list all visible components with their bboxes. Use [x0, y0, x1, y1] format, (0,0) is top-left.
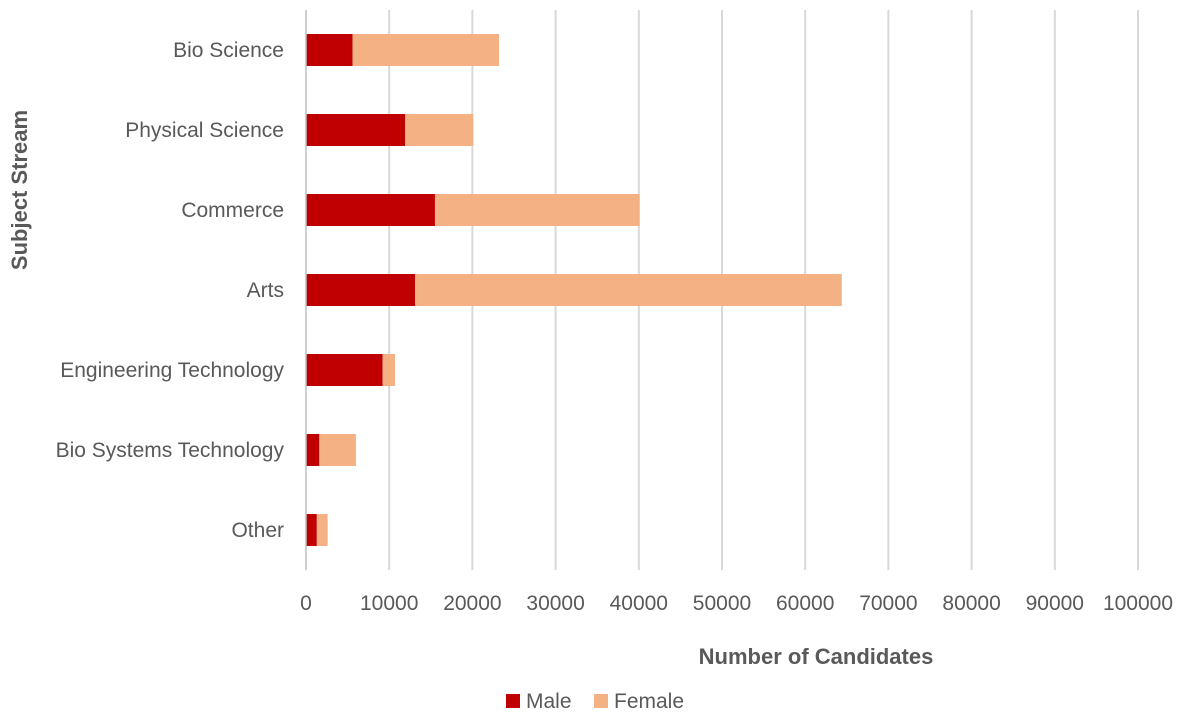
x-tick-label: 10000 [360, 592, 418, 615]
category-label: Physical Science [125, 119, 284, 142]
bar-female-other [316, 514, 328, 546]
x-tick-label: 50000 [693, 592, 751, 615]
legend-swatch-female [594, 694, 608, 708]
labels: 0 10000 20000 30000 40000 50000 60000 70000 8000… [56, 39, 1173, 615]
bar-female-physical-science [405, 114, 474, 146]
category-label: Other [231, 519, 284, 542]
category-label: Arts [247, 279, 284, 302]
x-tick-label: 40000 [610, 592, 668, 615]
x-tick-label: 20000 [443, 592, 501, 615]
x-tick-label: 100000 [1103, 592, 1173, 615]
bar-male-bio-science [306, 34, 353, 66]
x-tick-label: 70000 [859, 592, 917, 615]
bar-female-engineering-technology [382, 354, 396, 386]
category-label: Bio Science [173, 39, 284, 62]
legend-swatch-male [506, 694, 520, 708]
bar-male-other [306, 514, 317, 546]
bars [306, 34, 842, 546]
bar-male-engineering-technology [306, 354, 383, 386]
bar-female-arts [414, 274, 842, 306]
category-label: Commerce [181, 199, 284, 222]
y-axis-title: Subject Stream [7, 110, 32, 270]
x-tick-label: 80000 [942, 592, 1000, 615]
bar-female-commerce [434, 194, 640, 226]
x-tick-label: 30000 [526, 592, 584, 615]
category-label: Bio Systems Technology [56, 439, 285, 462]
x-tick-label: 0 [300, 592, 312, 615]
bar-female-bio-systems-technology [319, 434, 356, 466]
legend-label-male: Male [526, 690, 572, 713]
bar-male-commerce [306, 194, 435, 226]
x-axis-title: Number of Candidates [699, 644, 934, 669]
x-tick-label: 90000 [1026, 592, 1084, 615]
bar-male-physical-science [306, 114, 406, 146]
bar-male-arts [306, 274, 415, 306]
legend-label-female: Female [614, 690, 684, 713]
bar-male-bio-systems-technology [306, 434, 320, 466]
x-tick-label: 60000 [776, 592, 834, 615]
bar-female-bio-science [352, 34, 500, 66]
legend: Male Female [506, 690, 684, 713]
category-label: Engineering Technology [60, 359, 284, 382]
